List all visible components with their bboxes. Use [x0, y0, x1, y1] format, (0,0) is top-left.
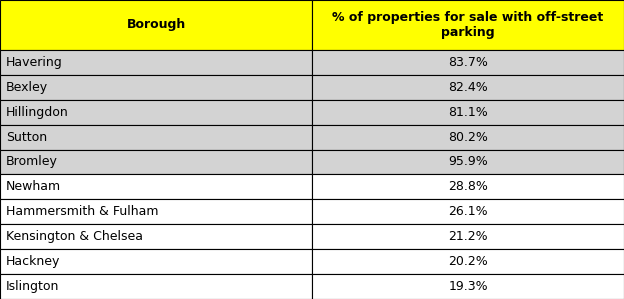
Text: Sutton: Sutton [6, 131, 47, 144]
Text: 80.2%: 80.2% [448, 131, 488, 144]
Bar [0, 224, 312, 249]
Text: 26.1%: 26.1% [448, 205, 488, 218]
Bar [312, 150, 624, 174]
Text: Kensington & Chelsea: Kensington & Chelsea [6, 230, 144, 243]
Bar [312, 75, 624, 100]
Text: Bromley: Bromley [6, 155, 58, 168]
Bar [0, 274, 312, 299]
Bar [0, 199, 312, 224]
Bar [312, 249, 624, 274]
Bar [0, 125, 312, 150]
Text: Hammersmith & Fulham: Hammersmith & Fulham [6, 205, 158, 218]
Bar [0, 249, 312, 274]
Bar [312, 100, 624, 125]
Bar [0, 100, 312, 125]
Text: Hackney: Hackney [6, 255, 61, 268]
Bar [0, 75, 312, 100]
Bar [312, 224, 624, 249]
Bar [312, 50, 624, 75]
Bar [0, 150, 312, 174]
Text: Newham: Newham [6, 180, 61, 193]
Text: Borough: Borough [127, 19, 185, 31]
Text: 81.1%: 81.1% [448, 106, 488, 119]
Text: Islington: Islington [6, 280, 60, 293]
Text: Havering: Havering [6, 56, 63, 69]
Text: 83.7%: 83.7% [448, 56, 488, 69]
Text: 82.4%: 82.4% [448, 81, 488, 94]
Text: 28.8%: 28.8% [448, 180, 488, 193]
Bar [0, 50, 312, 75]
Bar [0, 0, 312, 50]
Text: 95.9%: 95.9% [448, 155, 488, 168]
Text: Bexley: Bexley [6, 81, 49, 94]
Bar [0, 174, 312, 199]
Bar [312, 199, 624, 224]
Bar [312, 0, 624, 50]
Bar [312, 125, 624, 150]
Text: 21.2%: 21.2% [448, 230, 488, 243]
Text: 20.2%: 20.2% [448, 255, 488, 268]
Bar [312, 174, 624, 199]
Text: Hillingdon: Hillingdon [6, 106, 69, 119]
Bar [312, 274, 624, 299]
Text: 19.3%: 19.3% [448, 280, 488, 293]
Text: % of properties for sale with off-street
parking: % of properties for sale with off-street… [333, 11, 603, 39]
